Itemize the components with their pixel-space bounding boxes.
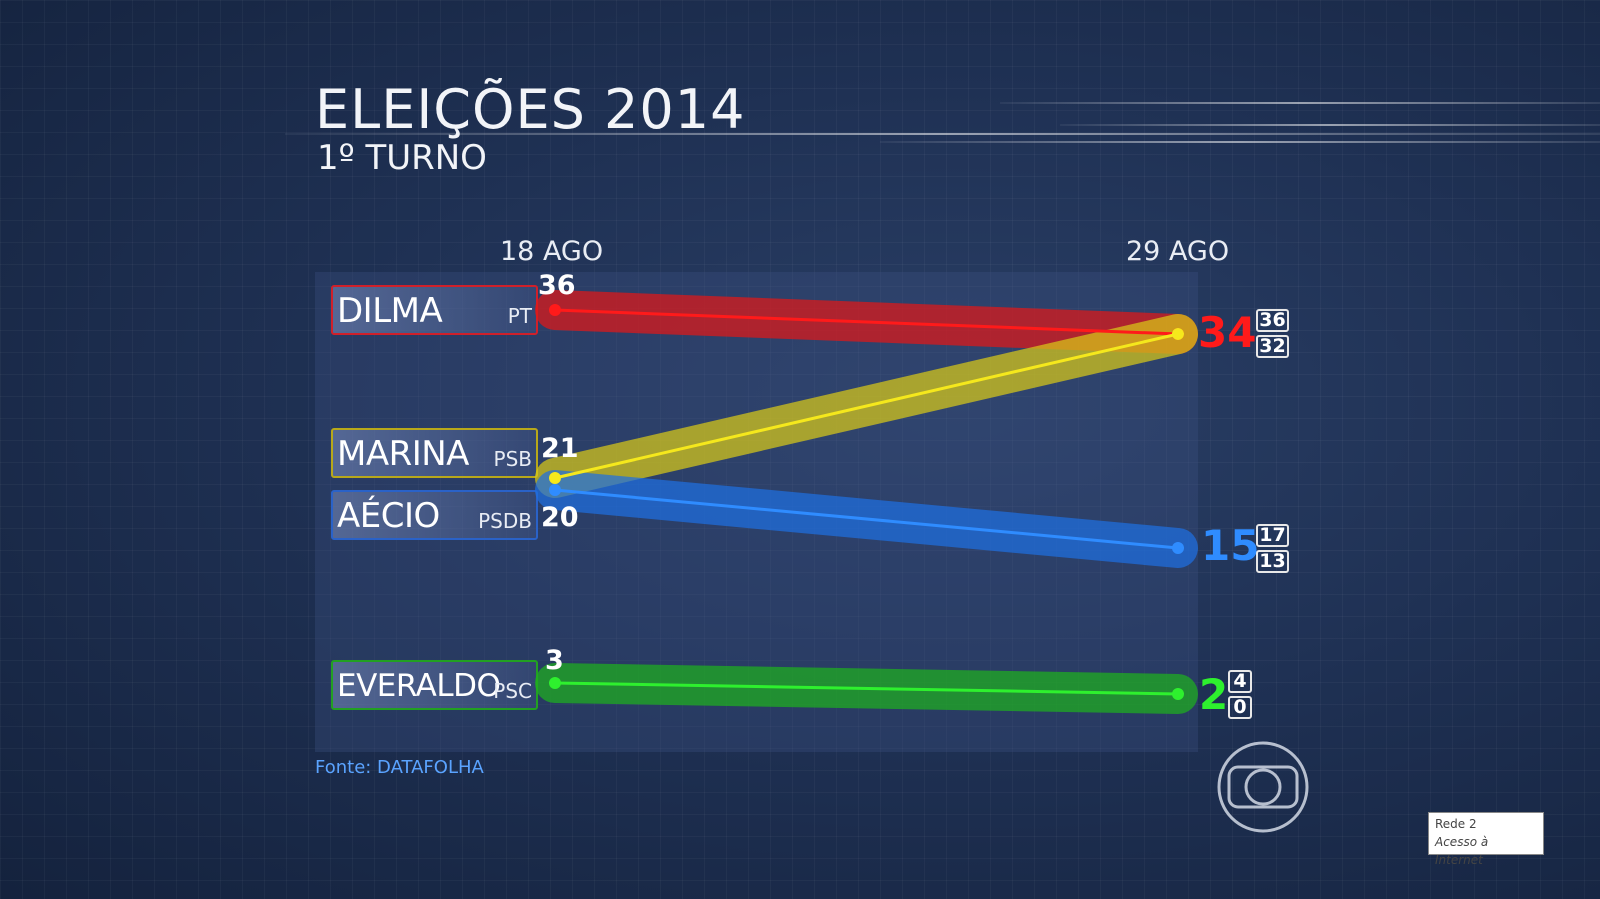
candidate-name: AÉCIO (337, 496, 440, 536)
margin-lower-dilma: 32 (1256, 335, 1289, 358)
network-watermark: Rede 2 Acesso à Internet (1428, 812, 1544, 867)
decorative-line (880, 141, 1600, 143)
margin-lower-aecio: 13 (1256, 550, 1289, 573)
x-tick-label: 18 AGO (500, 236, 604, 267)
data-label-end: 2 (1199, 670, 1229, 719)
data-point-aécio-start (549, 484, 561, 496)
chart-subtitle: 1º TURNO (317, 138, 487, 178)
source-note: Fonte: DATAFOLHA (315, 757, 484, 778)
decorative-line (285, 133, 1600, 135)
series-line-aécio (554, 488, 1179, 550)
candidate-party: PSC (493, 679, 532, 703)
watermark-line2: Acesso à Internet (1435, 835, 1489, 867)
data-label-start: 36 (538, 270, 576, 301)
data-point-dilma-start (549, 304, 561, 316)
candidate-name: EVERALDO (337, 668, 501, 704)
candidate-label-aecio: AÉCIO PSDB (331, 490, 538, 540)
data-label-start: 20 (541, 502, 579, 533)
candidate-label-marina: MARINA PSB (331, 428, 538, 478)
data-label-end: 34 (1198, 308, 1257, 357)
series-line-everaldo (554, 681, 1179, 696)
candidate-party: PSB (493, 447, 532, 471)
x-tick-label: 29 AGO (1126, 236, 1230, 267)
candidate-label-everaldo: EVERALDO PSC (331, 660, 538, 710)
data-point-marina-start (549, 472, 561, 484)
margin-upper-dilma: 36 (1256, 309, 1289, 332)
candidate-name: MARINA (337, 434, 469, 474)
data-point-everaldo-end (1172, 688, 1184, 700)
data-point-aécio-end (1172, 542, 1184, 554)
margin-upper-everaldo: 4 (1228, 670, 1252, 693)
chart-title: ELEIÇÕES 2014 (315, 78, 746, 141)
series-line-dilma (554, 308, 1179, 336)
candidate-party: PT (507, 304, 532, 328)
data-point-everaldo-start (549, 677, 561, 689)
data-point-marina-end (1172, 328, 1184, 340)
decorative-line (1000, 102, 1600, 104)
decorative-line (1060, 124, 1600, 126)
watermark-line1: Rede 2 (1435, 817, 1477, 831)
candidate-party: PSDB (478, 509, 532, 533)
data-label-start: 21 (541, 433, 579, 464)
data-label-end: 15 (1201, 521, 1260, 570)
margin-upper-aecio: 17 (1256, 524, 1289, 547)
globo-logo-icon (1217, 741, 1309, 833)
margin-lower-everaldo: 0 (1228, 696, 1252, 719)
series-line-marina (554, 332, 1179, 480)
candidate-name: DILMA (337, 291, 443, 331)
data-label-start: 3 (545, 645, 564, 676)
